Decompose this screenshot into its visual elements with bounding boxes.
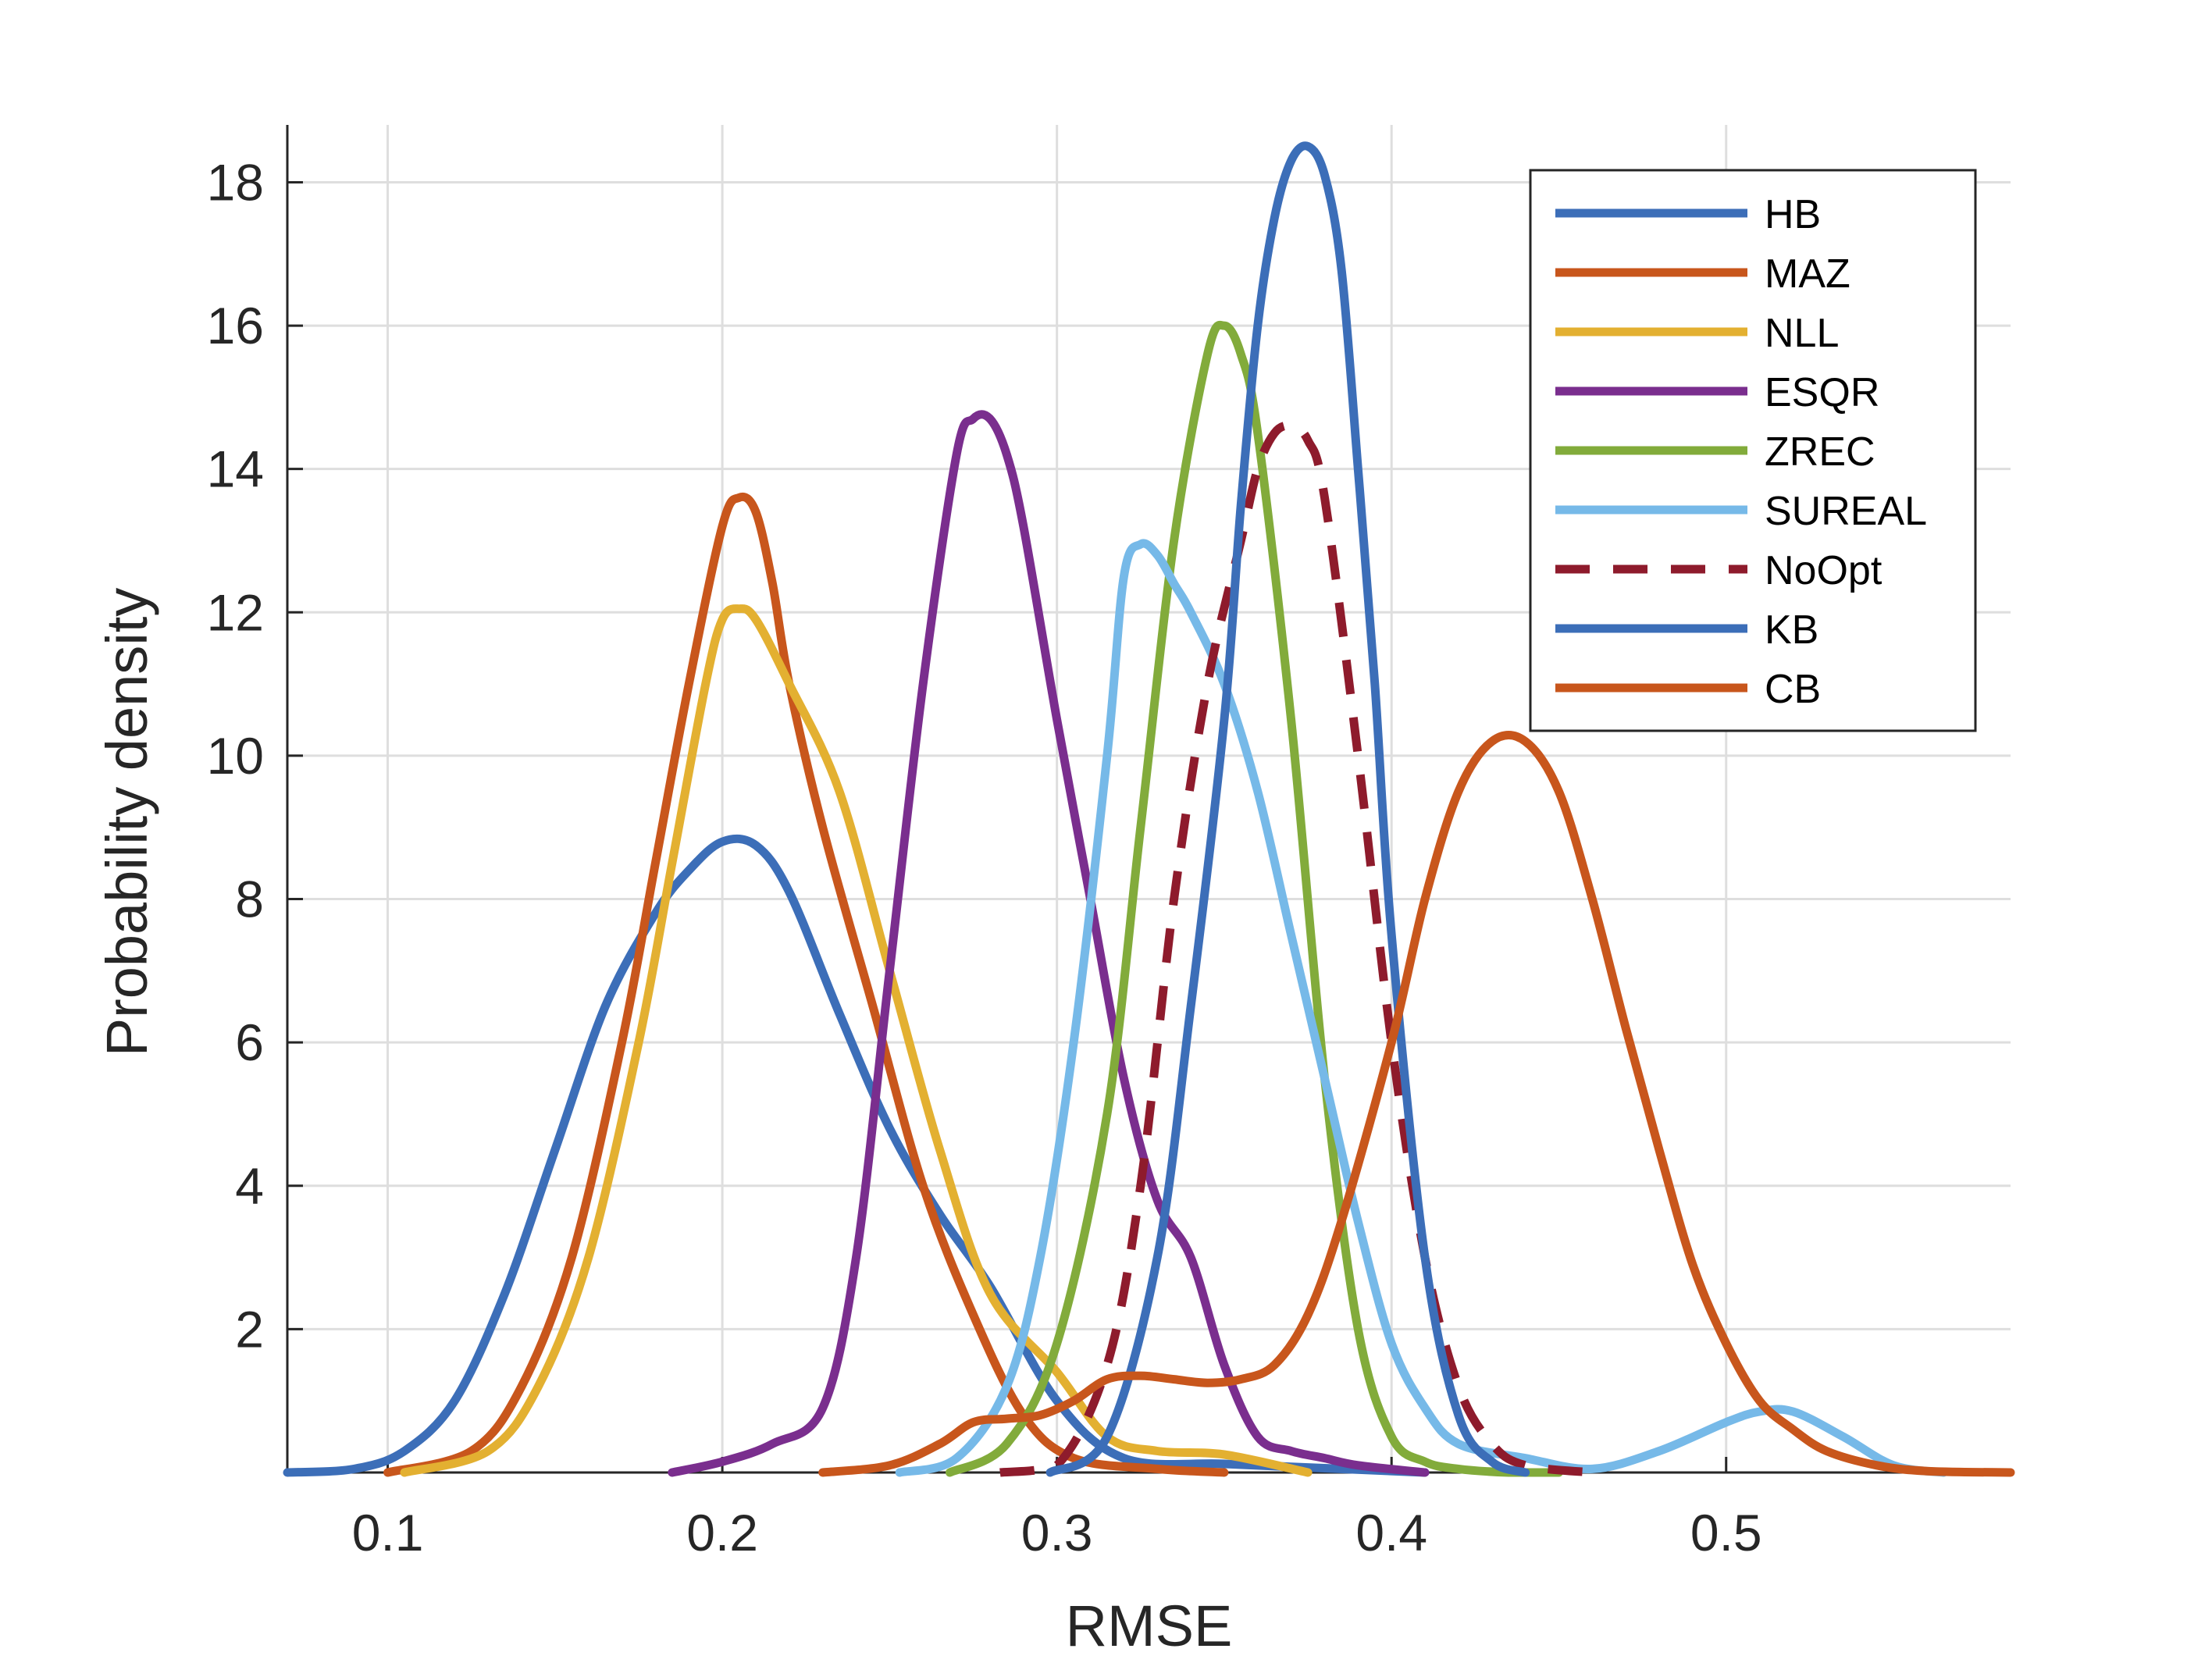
series-line-sureal xyxy=(895,539,1948,1477)
legend-label-noopt: NoOpt xyxy=(1765,548,1883,593)
x-tick-label: 0.1 xyxy=(352,1504,424,1562)
legend-label-nll: NLL xyxy=(1765,311,1839,356)
series-line-nll xyxy=(400,604,1313,1477)
y-tick-label: 6 xyxy=(235,1013,264,1071)
x-axis-title: RMSE xyxy=(1066,1594,1233,1658)
series-line-kb xyxy=(1045,141,1530,1477)
legend: HB MAZ NLL ESQR ZREC SUREAL NoOpt KB CB xyxy=(1529,169,1977,732)
series-line-zrec xyxy=(946,320,1563,1477)
y-tick-label: 8 xyxy=(235,871,264,928)
x-tick-label: 0.2 xyxy=(686,1504,758,1562)
legend-label-maz: MAZ xyxy=(1765,251,1850,297)
legend-label-esqr: ESQR xyxy=(1765,370,1879,415)
legend-label-hb: HB xyxy=(1765,192,1821,237)
series-lines xyxy=(283,141,2015,1477)
x-tick-label: 0.4 xyxy=(1355,1504,1427,1562)
legend-label-cb: CB xyxy=(1765,667,1821,712)
y-tick-label: 14 xyxy=(207,440,264,498)
y-tick-label: 16 xyxy=(207,297,264,354)
y-tick-label: 2 xyxy=(235,1300,264,1358)
legend-label-sureal: SUREAL xyxy=(1765,489,1927,534)
legend-label-kb: KB xyxy=(1765,607,1818,653)
series-line-cb xyxy=(818,731,2015,1477)
y-tick-label: 10 xyxy=(207,727,264,785)
y-tick-label: 18 xyxy=(207,153,264,211)
tick-labels: 0.1 0.2 0.3 0.4 0.5 2 4 6 8 10 12 14 16 18 xyxy=(207,153,1762,1562)
series-line-hb xyxy=(283,834,1430,1477)
y-tick-label: 12 xyxy=(207,583,264,641)
legend-label-zrec: ZREC xyxy=(1765,429,1875,475)
x-tick-label: 0.3 xyxy=(1021,1504,1093,1562)
y-axis-title: Probability density xyxy=(94,588,159,1057)
series-line-maz xyxy=(383,492,1229,1477)
y-tick-label: 4 xyxy=(235,1157,264,1215)
x-tick-label: 0.5 xyxy=(1690,1504,1762,1562)
